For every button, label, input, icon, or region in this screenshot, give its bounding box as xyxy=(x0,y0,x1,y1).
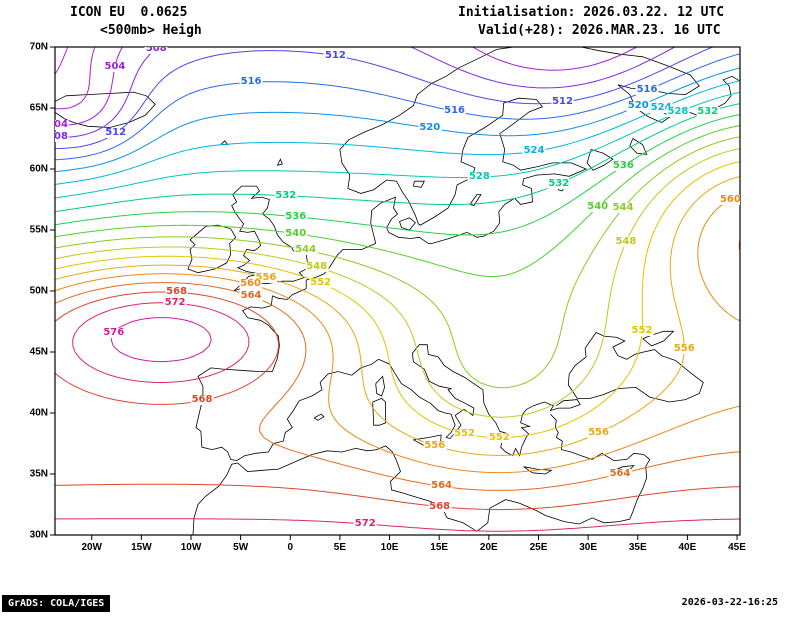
contour-line-572 xyxy=(55,302,740,532)
lat-axis-label: 35N xyxy=(29,468,48,480)
coastline xyxy=(412,180,425,188)
lon-axis-label: 10E xyxy=(380,542,399,553)
contour-line-496 xyxy=(55,47,69,75)
coastline xyxy=(581,47,740,124)
contour-line-512 xyxy=(55,47,713,150)
lon-axis-label: 10W xyxy=(180,542,202,553)
lon-axis-label: 15E xyxy=(430,542,449,553)
coastlines-layer xyxy=(55,47,740,535)
coastline xyxy=(586,149,614,171)
lon-axis-label: 20E xyxy=(479,542,498,553)
map-frame xyxy=(54,46,741,536)
valid-time: Valid(+28): 2026.MAR.23. 16 UTC xyxy=(478,23,721,38)
contour-line-500 xyxy=(55,47,96,110)
contour-line-568 xyxy=(55,291,740,511)
coastline xyxy=(375,375,386,397)
lon-axis-label: 25E xyxy=(529,542,548,553)
contour-line-504 xyxy=(55,47,637,126)
lon-axis-label: 40E xyxy=(678,542,697,553)
contour-line-520 xyxy=(55,67,740,173)
grads-stamp: GrADS: COLA/IGES xyxy=(2,595,111,612)
coastline xyxy=(370,196,399,244)
coastline xyxy=(642,330,675,347)
contour-line-528 xyxy=(55,91,740,199)
contour-line-548 xyxy=(55,148,740,418)
lat-axis-label: 55N xyxy=(29,224,48,236)
contour-line-544 xyxy=(55,136,740,389)
coastline xyxy=(231,185,308,292)
model-title: ICON EU 0.0625 xyxy=(70,5,188,20)
coastline xyxy=(313,413,325,421)
contours-layer xyxy=(55,47,740,532)
lat-axis-label: 65N xyxy=(29,102,48,114)
coastline xyxy=(195,243,581,462)
contour-line-564 xyxy=(55,239,740,491)
lon-axis-label: 15W xyxy=(131,542,152,553)
coastline xyxy=(192,413,651,535)
coastline xyxy=(339,47,588,244)
contour-line-524 xyxy=(55,80,740,185)
lat-axis-label: 30N xyxy=(29,529,48,541)
contour-line-576 xyxy=(110,317,212,363)
coastline xyxy=(372,397,386,426)
contour-line-556 xyxy=(55,176,740,456)
field-title: <500mb> Heigh xyxy=(100,23,202,38)
axis-ticks-layer xyxy=(50,46,738,540)
lon-axis-label: 0 xyxy=(287,542,294,553)
coastline xyxy=(277,158,283,166)
lon-axis-label: 45E xyxy=(728,542,746,553)
lon-axis-label: 35E xyxy=(628,542,647,553)
contour-line-540 xyxy=(55,125,740,278)
coastline xyxy=(629,138,648,155)
lon-axis-label: 5E xyxy=(333,542,347,553)
initialisation-time: Initialisation: 2026.03.22. 12 UTC xyxy=(458,5,725,20)
coastline xyxy=(567,331,704,403)
coastline xyxy=(55,91,156,128)
lat-axis-label: 45N xyxy=(29,346,48,358)
coastline xyxy=(523,466,553,475)
lat-axis-label: 60N xyxy=(29,163,48,175)
lat-axis-label: 40N xyxy=(29,407,48,419)
lon-axis-label: 20W xyxy=(81,542,102,553)
coastline xyxy=(399,217,416,231)
lat-axis-label: 50N xyxy=(29,285,48,297)
lon-axis-label: 5W xyxy=(233,542,249,553)
lon-axis-label: 30E xyxy=(579,542,597,553)
coastline xyxy=(469,194,482,207)
creation-timestamp: 2026-03-22-16:25 xyxy=(681,597,778,608)
lat-axis-label: 70N xyxy=(29,41,48,53)
